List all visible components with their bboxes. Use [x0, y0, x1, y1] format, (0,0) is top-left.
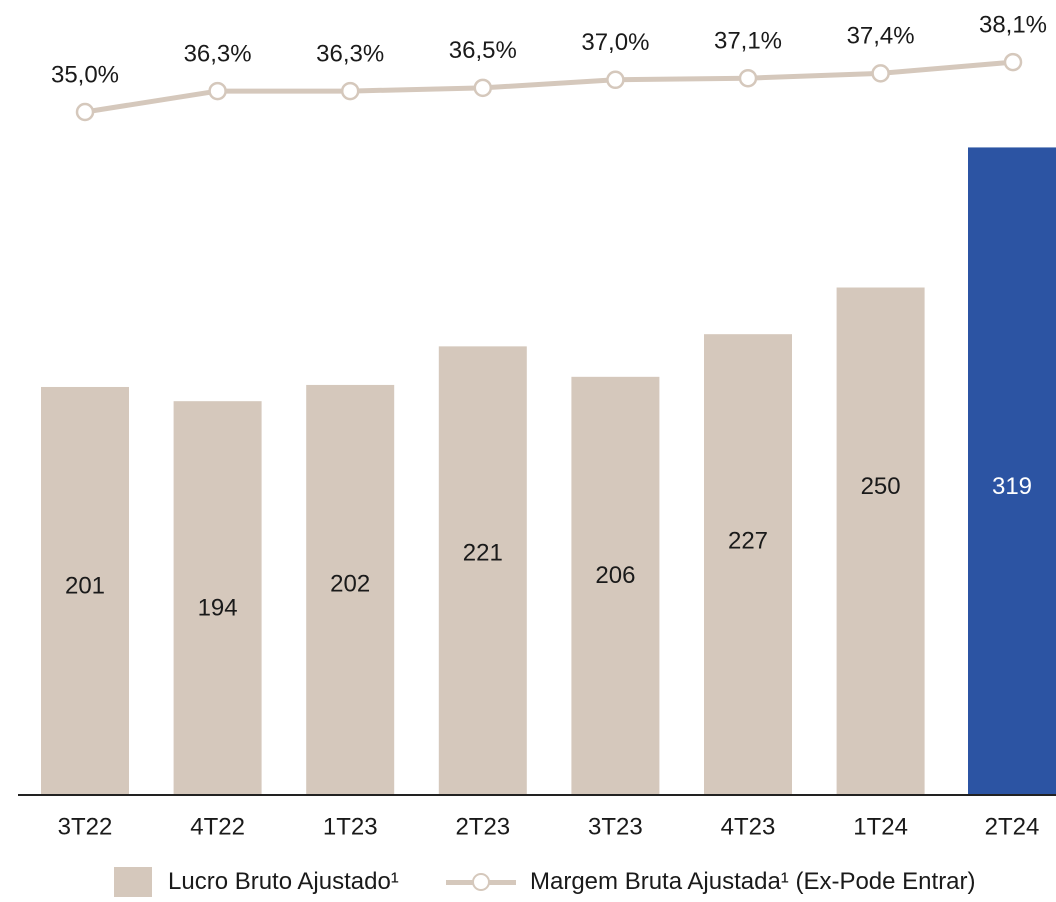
legend-item-bar: Lucro Bruto Ajustado¹	[114, 862, 399, 902]
margin-value-label: 35,0%	[51, 61, 119, 88]
legend: Lucro Bruto Ajustado¹ Margem Bruta Ajust…	[0, 862, 1056, 902]
x-tick-label: 4T23	[721, 813, 776, 840]
margin-point-2T24	[1003, 52, 1023, 72]
chart: 201 194 202 221 206 227 250 319 3T22 4T22 1T23 2T2…	[18, 11, 1056, 840]
bar-value-label: 227	[728, 528, 768, 555]
margin-value-label: 38,1%	[979, 11, 1047, 38]
margin-point-2T23	[473, 78, 493, 98]
bar-value-label: 319	[992, 473, 1032, 500]
x-tick-label: 4T22	[190, 813, 245, 840]
x-axis-tick-labels: 3T22 4T22 1T23 2T23 3T23 4T23 1T24 2T24	[58, 813, 1040, 840]
bar-3T22	[41, 386, 129, 795]
legend-bar-swatch	[114, 867, 152, 897]
legend-line-swatch	[446, 867, 516, 897]
bar-value-label: 250	[861, 473, 901, 500]
bar-value-label: 202	[330, 570, 370, 597]
x-tick-label: 1T23	[323, 813, 378, 840]
margin-value-label: 37,0%	[581, 29, 649, 56]
bar-2T24	[968, 147, 1056, 795]
margin-point-1T23	[340, 81, 360, 101]
legend-bar-label: Lucro Bruto Ajustado¹	[168, 868, 399, 895]
margin-value-label: 37,4%	[847, 23, 915, 50]
legend-line-label: Margem Bruta Ajustada¹ (Ex-Pode Entrar)	[530, 868, 976, 895]
bar-2T23	[438, 346, 527, 795]
x-tick-label: 2T24	[985, 813, 1040, 840]
margin-point-3T23	[606, 70, 625, 90]
margin-point-4T22	[208, 81, 227, 101]
margin-value-label: 36,5%	[449, 37, 517, 64]
margin-line-path	[82, 59, 1016, 115]
bar-value-label: 194	[198, 595, 238, 622]
bar-series: 201 194 202 221 206 227 250 319	[41, 147, 1056, 795]
margin-value-label: 37,1%	[714, 28, 782, 55]
bar-value-label: 221	[463, 540, 503, 567]
bar-value-label: 201	[65, 572, 105, 599]
bar-1T23	[306, 384, 395, 795]
x-tick-label: 3T22	[58, 813, 113, 840]
legend-item-line: Margem Bruta Ajustada¹ (Ex-Pode Entrar)	[446, 862, 976, 902]
margin-point-4T23	[738, 68, 758, 88]
bar-1T24	[836, 287, 925, 795]
margin-value-label: 36,3%	[316, 40, 384, 67]
x-tick-label: 3T23	[588, 813, 643, 840]
bar-4T22	[173, 401, 262, 795]
margin-value-label: 36,3%	[184, 40, 252, 67]
margin-point-3T22	[75, 102, 95, 122]
bar-value-label: 206	[595, 562, 635, 589]
line-series: 35,0% 36,3% 36,3% 36,5% 37,0% 37,1% 37,4% 38,1%	[51, 11, 1047, 122]
bar-4T23	[704, 334, 792, 795]
margin-point-1T24	[871, 64, 890, 83]
x-tick-label: 1T24	[853, 813, 908, 840]
x-tick-label: 2T23	[455, 813, 510, 840]
bar-3T23	[571, 376, 660, 795]
